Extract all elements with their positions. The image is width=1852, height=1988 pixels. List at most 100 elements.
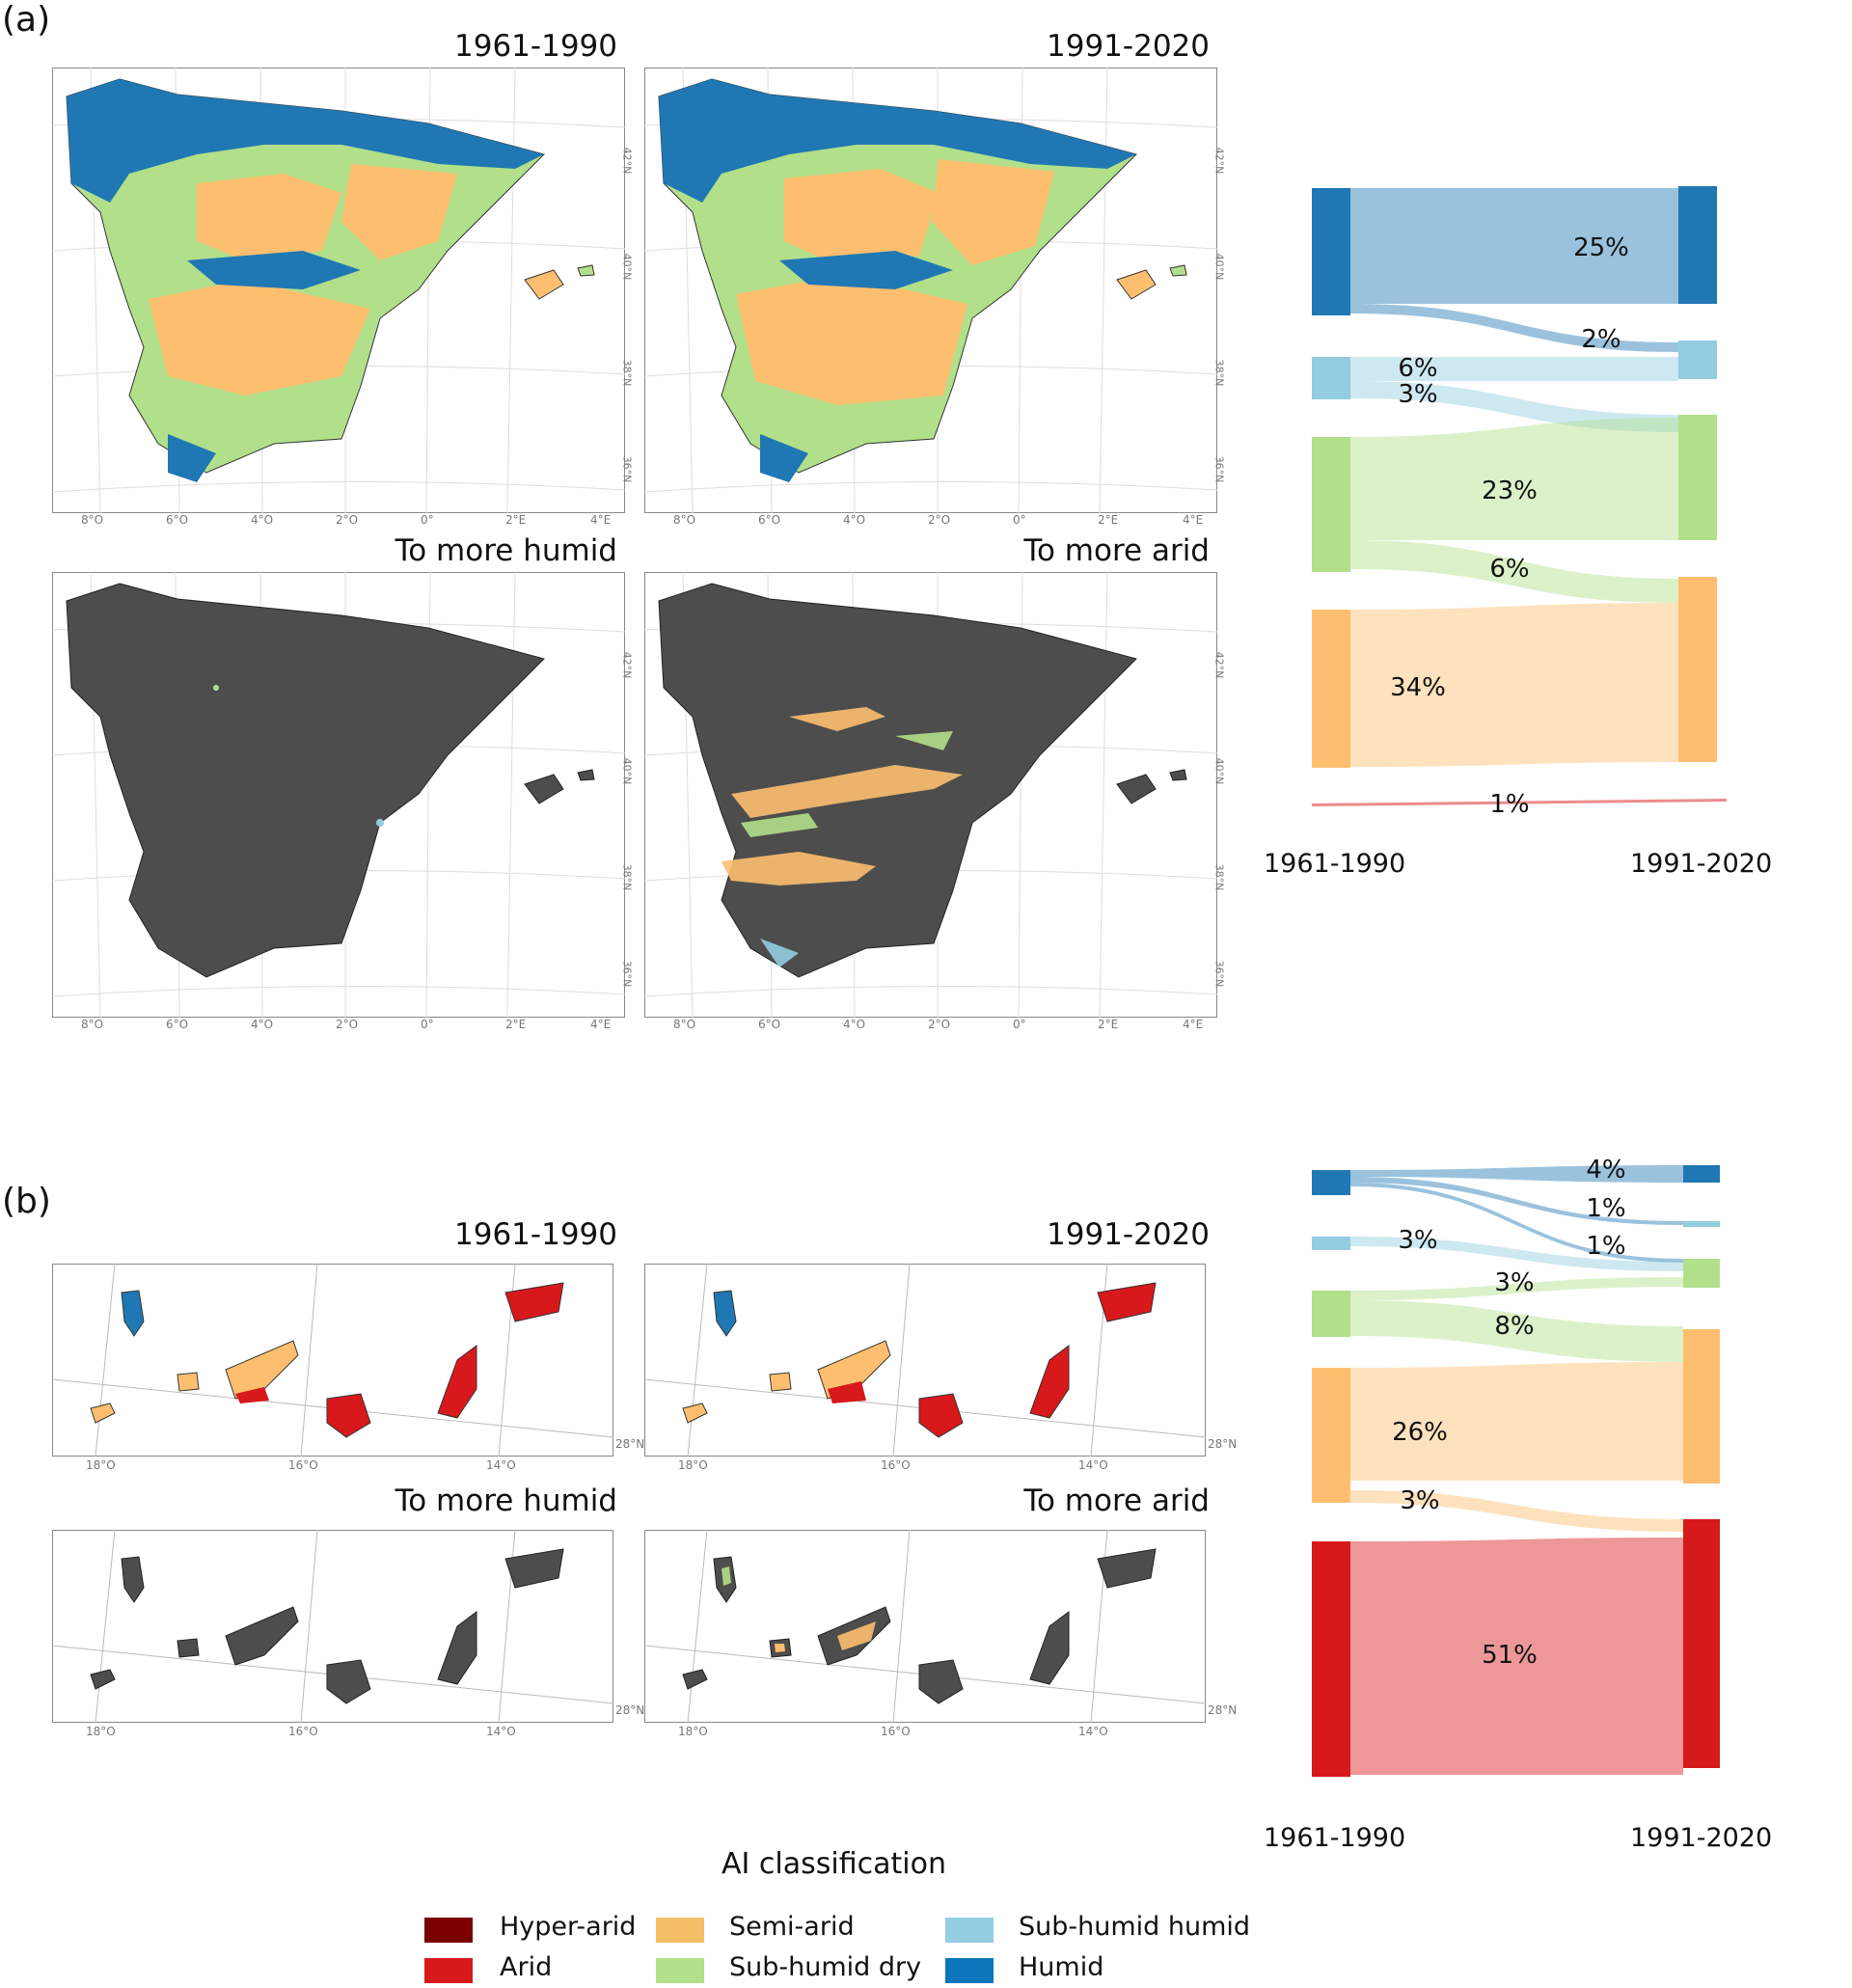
map-a-axis-ticks-3: 8°O 6°O 4°O 2°O 0° 2°E 4°E — [52, 1018, 625, 1035]
lon-tick: 2°E — [505, 513, 527, 527]
sankey-b: 4% 1% 1% 3% 3% 8% 26% 3% 51% — [1312, 1156, 1720, 1777]
flow-label: 6% — [1398, 354, 1437, 383]
lat-ticks-a-3: 42°N 40°N 38°N 36°N — [613, 649, 634, 988]
node-right-humid — [1678, 186, 1717, 304]
lon-tick: 0° — [1013, 513, 1026, 527]
flow-label: 1% — [1586, 1194, 1625, 1223]
lon-tick: 2°E — [1098, 1018, 1119, 1031]
panel-a-letter: (a) — [2, 0, 51, 40]
node-left-humid — [1312, 1170, 1350, 1195]
lon-tick: 2°E — [1098, 513, 1119, 527]
flow-semiarid-semiarid — [1350, 603, 1678, 767]
flow — [1350, 1300, 1683, 1362]
map-title-b-1: 1961-1990 — [454, 1217, 617, 1252]
legend-swatch-humid — [945, 1958, 994, 1983]
map-a-to-more-humid — [52, 572, 625, 1018]
lon-tick: 14°O — [1078, 1725, 1108, 1738]
node-right-subhumid-humid — [1683, 1221, 1720, 1227]
flow-label: 25% — [1573, 233, 1629, 262]
node-left-subhumid-dry — [1312, 437, 1350, 572]
lon-tick: 4°E — [1183, 513, 1204, 527]
node-left-subhumid-dry — [1312, 1291, 1350, 1337]
lon-tick: 2°O — [928, 1018, 951, 1031]
node-left-humid — [1312, 188, 1350, 315]
map-b-to-more-arid — [644, 1530, 1206, 1723]
lon-tick: 4°E — [590, 1018, 612, 1031]
lat-tick: 38°N — [1212, 359, 1226, 387]
map-b-1991-2020 — [644, 1264, 1206, 1457]
lon-tick: 18°O — [678, 1725, 708, 1738]
lon-tick: 6°O — [166, 1018, 189, 1031]
flow — [1350, 1237, 1683, 1271]
lat-ticks-a-2: 42°N 40°N 38°N 36°N — [1206, 145, 1226, 483]
lon-tick: 6°O — [758, 1018, 781, 1031]
flow — [1350, 1277, 1683, 1300]
lat-tick: 42°N — [620, 147, 634, 175]
lon-tick: 18°O — [86, 1725, 116, 1738]
lon-tick: 8°O — [673, 513, 696, 527]
flow-label: 26% — [1392, 1418, 1448, 1447]
flow-label: 4% — [1586, 1156, 1625, 1185]
flow-dry-semiarid — [1350, 540, 1678, 603]
node-left-subhumid-humid — [1312, 1237, 1350, 1250]
flow — [1350, 1177, 1683, 1225]
lat-tick: 42°N — [620, 651, 634, 679]
sankey-a-right-label: 1991-2020 — [1630, 849, 1773, 879]
lon-tick: 6°O — [758, 513, 781, 527]
lat-tick: 36°N — [620, 455, 634, 483]
lon-tick: 2°E — [505, 1018, 527, 1031]
node-left-semiarid — [1312, 610, 1350, 768]
lon-tick: 4°E — [1183, 1018, 1204, 1031]
lat-tick: 38°N — [620, 863, 634, 891]
lat-tick: 40°N — [1212, 253, 1226, 281]
map-a-to-more-arid — [644, 572, 1217, 1018]
flow-dry-dry — [1350, 418, 1678, 540]
map-title-b-3: To more humid — [395, 1484, 617, 1518]
flow — [1350, 1490, 1683, 1532]
legend-swatch-semi-arid — [656, 1918, 704, 1943]
legend-swatch-sub-humid-dry — [656, 1958, 704, 1983]
map-title-a-4: To more arid — [1023, 533, 1210, 568]
flow-humid-humid — [1350, 188, 1678, 304]
lon-tick: 8°O — [81, 1018, 104, 1031]
node-left-subhumid-humid — [1312, 357, 1350, 399]
flow-label: 3% — [1398, 380, 1437, 409]
flow-label: 6% — [1489, 555, 1529, 584]
lon-tick: 16°O — [881, 1458, 911, 1472]
map-b-1961-1990 — [52, 1264, 613, 1457]
legend-label: Humid — [1019, 1952, 1104, 1982]
node-left-semiarid — [1312, 1368, 1350, 1503]
legend-label: Arid — [500, 1952, 553, 1982]
map-a-1991-2020 — [644, 68, 1217, 513]
lon-tick: 2°O — [928, 513, 951, 527]
legend-label: Sub-humid dry — [729, 1952, 922, 1982]
map-b-axis-ticks-4: 18°O 16°O 14°O 28°N — [644, 1703, 1262, 1740]
flow — [1350, 1538, 1683, 1775]
lat-tick: 38°N — [1212, 863, 1226, 891]
lat-tick: 40°N — [620, 757, 634, 785]
flow-arid-arid — [1312, 799, 1727, 806]
lon-tick: 0° — [1013, 1018, 1026, 1031]
lon-tick: 16°O — [288, 1458, 318, 1472]
lon-tick: 16°O — [881, 1725, 911, 1738]
map-b-to-more-humid — [52, 1530, 613, 1723]
panel-b-letter: (b) — [2, 1182, 51, 1221]
lon-tick: 4°O — [251, 1018, 274, 1031]
lat-ticks-a-1: 42°N 40°N 38°N 36°N — [613, 145, 634, 483]
map-a-1961-1990 — [52, 68, 625, 513]
flow-label: 23% — [1482, 477, 1538, 505]
lat-tick: 28°N — [615, 1437, 645, 1451]
lon-tick: 6°O — [166, 513, 189, 527]
lon-tick: 4°O — [843, 513, 866, 527]
lat-tick: 36°N — [620, 960, 634, 988]
lon-tick: 14°O — [486, 1458, 516, 1472]
node-left-arid — [1312, 1541, 1350, 1777]
sankey-b-left-label: 1961-1990 — [1264, 1823, 1406, 1853]
flow — [1350, 1362, 1683, 1481]
map-title-b-2: 1991-2020 — [1047, 1217, 1210, 1252]
lat-tick: 36°N — [1212, 960, 1226, 988]
map-title-a-2: 1991-2020 — [1047, 29, 1210, 64]
lat-tick: 42°N — [1212, 147, 1226, 175]
flow — [1350, 1165, 1683, 1183]
flow-label: 1% — [1586, 1232, 1625, 1261]
